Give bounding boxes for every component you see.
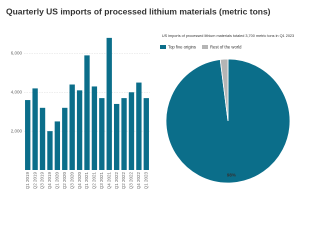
bar [32,88,38,170]
bar [113,103,120,170]
x-tick-label: Q3 2019 [40,172,45,190]
bar [91,86,98,170]
x-tick-label: Q3 2021 [99,172,104,190]
bar [128,92,135,170]
y-tick-label: 6,000 [11,51,23,56]
pie-slice [219,58,229,122]
page-title: Quarterly US imports of processed lithiu… [6,6,271,16]
bar [62,107,68,170]
x-tick-label: Q1 2022 [114,172,119,190]
x-tick-label: Q1 2023 [143,172,148,190]
bar [69,84,75,170]
legend-label: Top five origins [168,44,196,49]
x-tick-label: Q4 2019 [47,172,52,190]
bar [39,107,46,170]
x-tick-label: Q2 2019 [32,172,37,190]
bar [143,98,149,170]
legend-swatch [202,45,208,49]
x-tick-label: Q2 2022 [121,172,126,190]
x-tick-label: Q1 2021 [84,172,89,190]
x-tick-label: Q4 2021 [106,172,111,190]
y-tick-label: 4,000 [11,89,23,94]
legend-label: Rest of the world [210,44,242,49]
bar [99,98,105,170]
x-tick-label: Q4 2022 [136,172,141,190]
x-tick-label: Q1 2020 [55,172,60,190]
bar [121,98,127,170]
bar [76,90,83,170]
bar [47,131,53,170]
x-tick-label: Q1 2019 [25,172,30,190]
bar [25,100,31,170]
x-tick-label: Q3 2020 [69,172,74,190]
pie-label: 98% [227,173,236,178]
bar [136,82,142,170]
page: Quarterly US imports of processed lithiu… [6,6,294,190]
x-tick-label: Q2 2021 [92,172,97,190]
bar [54,121,61,170]
bar [84,55,90,170]
x-tick-label: Q3 2022 [129,172,134,190]
x-tick-label: Q4 2020 [77,172,82,190]
bar [106,37,112,171]
y-tick-label: 2,000 [11,128,23,133]
pie-subtitle: US imports of processed lithium material… [162,34,294,38]
legend-swatch [160,45,166,49]
x-tick-label: Q2 2020 [62,172,67,190]
